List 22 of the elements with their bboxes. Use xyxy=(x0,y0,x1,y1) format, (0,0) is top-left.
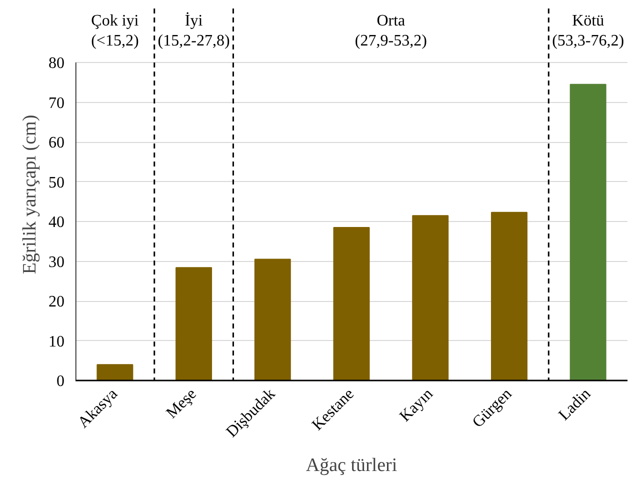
bar xyxy=(254,258,291,380)
y-tick-label: 40 xyxy=(48,214,64,232)
bar xyxy=(490,212,528,380)
y-tick-label: 60 xyxy=(48,134,64,152)
x-axis-title: Ağaç türleri xyxy=(306,454,398,476)
bar xyxy=(176,267,212,380)
text: Çok iyi (<15,2) xyxy=(91,12,140,50)
y-tick-label: 0 xyxy=(56,373,64,390)
y-tick-label: 50 xyxy=(48,174,64,192)
y-tick-label: 80 xyxy=(48,55,64,72)
bar xyxy=(96,364,134,380)
y-tick-label: 30 xyxy=(48,254,64,271)
y-axis-title: Eğrilik yarıçapı (cm) xyxy=(20,114,40,274)
y-tick-label: 70 xyxy=(48,94,64,112)
text: İyi (15,2-27,8) xyxy=(158,12,230,50)
text: Kötü (53,3-76,2) xyxy=(552,12,624,50)
bar xyxy=(570,84,606,380)
y-tick-label: 20 xyxy=(48,294,64,311)
y-tick-label: 10 xyxy=(48,333,64,350)
bar xyxy=(412,215,449,380)
text: Orta (27,9-53,2) xyxy=(354,12,427,50)
bar xyxy=(333,226,370,380)
